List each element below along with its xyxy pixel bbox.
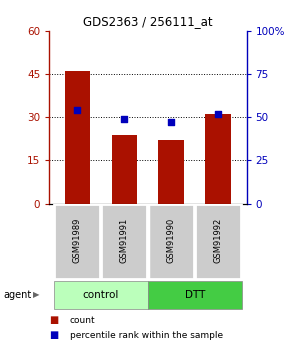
Text: DTT: DTT [185, 290, 205, 300]
FancyBboxPatch shape [148, 204, 194, 279]
Text: ■: ■ [49, 331, 59, 340]
Text: GSM91989: GSM91989 [73, 217, 82, 263]
FancyBboxPatch shape [148, 281, 242, 309]
Text: GSM91992: GSM91992 [214, 217, 223, 263]
Text: GSM91990: GSM91990 [167, 217, 176, 263]
Point [75, 108, 80, 113]
Bar [158, 140, 184, 204]
Point [122, 116, 127, 122]
Text: ▶: ▶ [33, 290, 40, 299]
Bar [112, 135, 137, 204]
Bar [65, 71, 90, 204]
FancyBboxPatch shape [55, 204, 100, 279]
Bar [205, 115, 231, 204]
FancyBboxPatch shape [195, 204, 241, 279]
Text: GSM91991: GSM91991 [120, 217, 129, 263]
FancyBboxPatch shape [55, 281, 148, 309]
Text: percentile rank within the sample: percentile rank within the sample [70, 331, 223, 340]
Text: control: control [83, 290, 119, 300]
Point [216, 111, 221, 117]
Point [169, 120, 174, 125]
Text: ■: ■ [49, 315, 59, 325]
Text: count: count [70, 316, 95, 325]
Title: GDS2363 / 256111_at: GDS2363 / 256111_at [83, 16, 213, 29]
FancyBboxPatch shape [102, 204, 147, 279]
Text: agent: agent [3, 290, 31, 300]
